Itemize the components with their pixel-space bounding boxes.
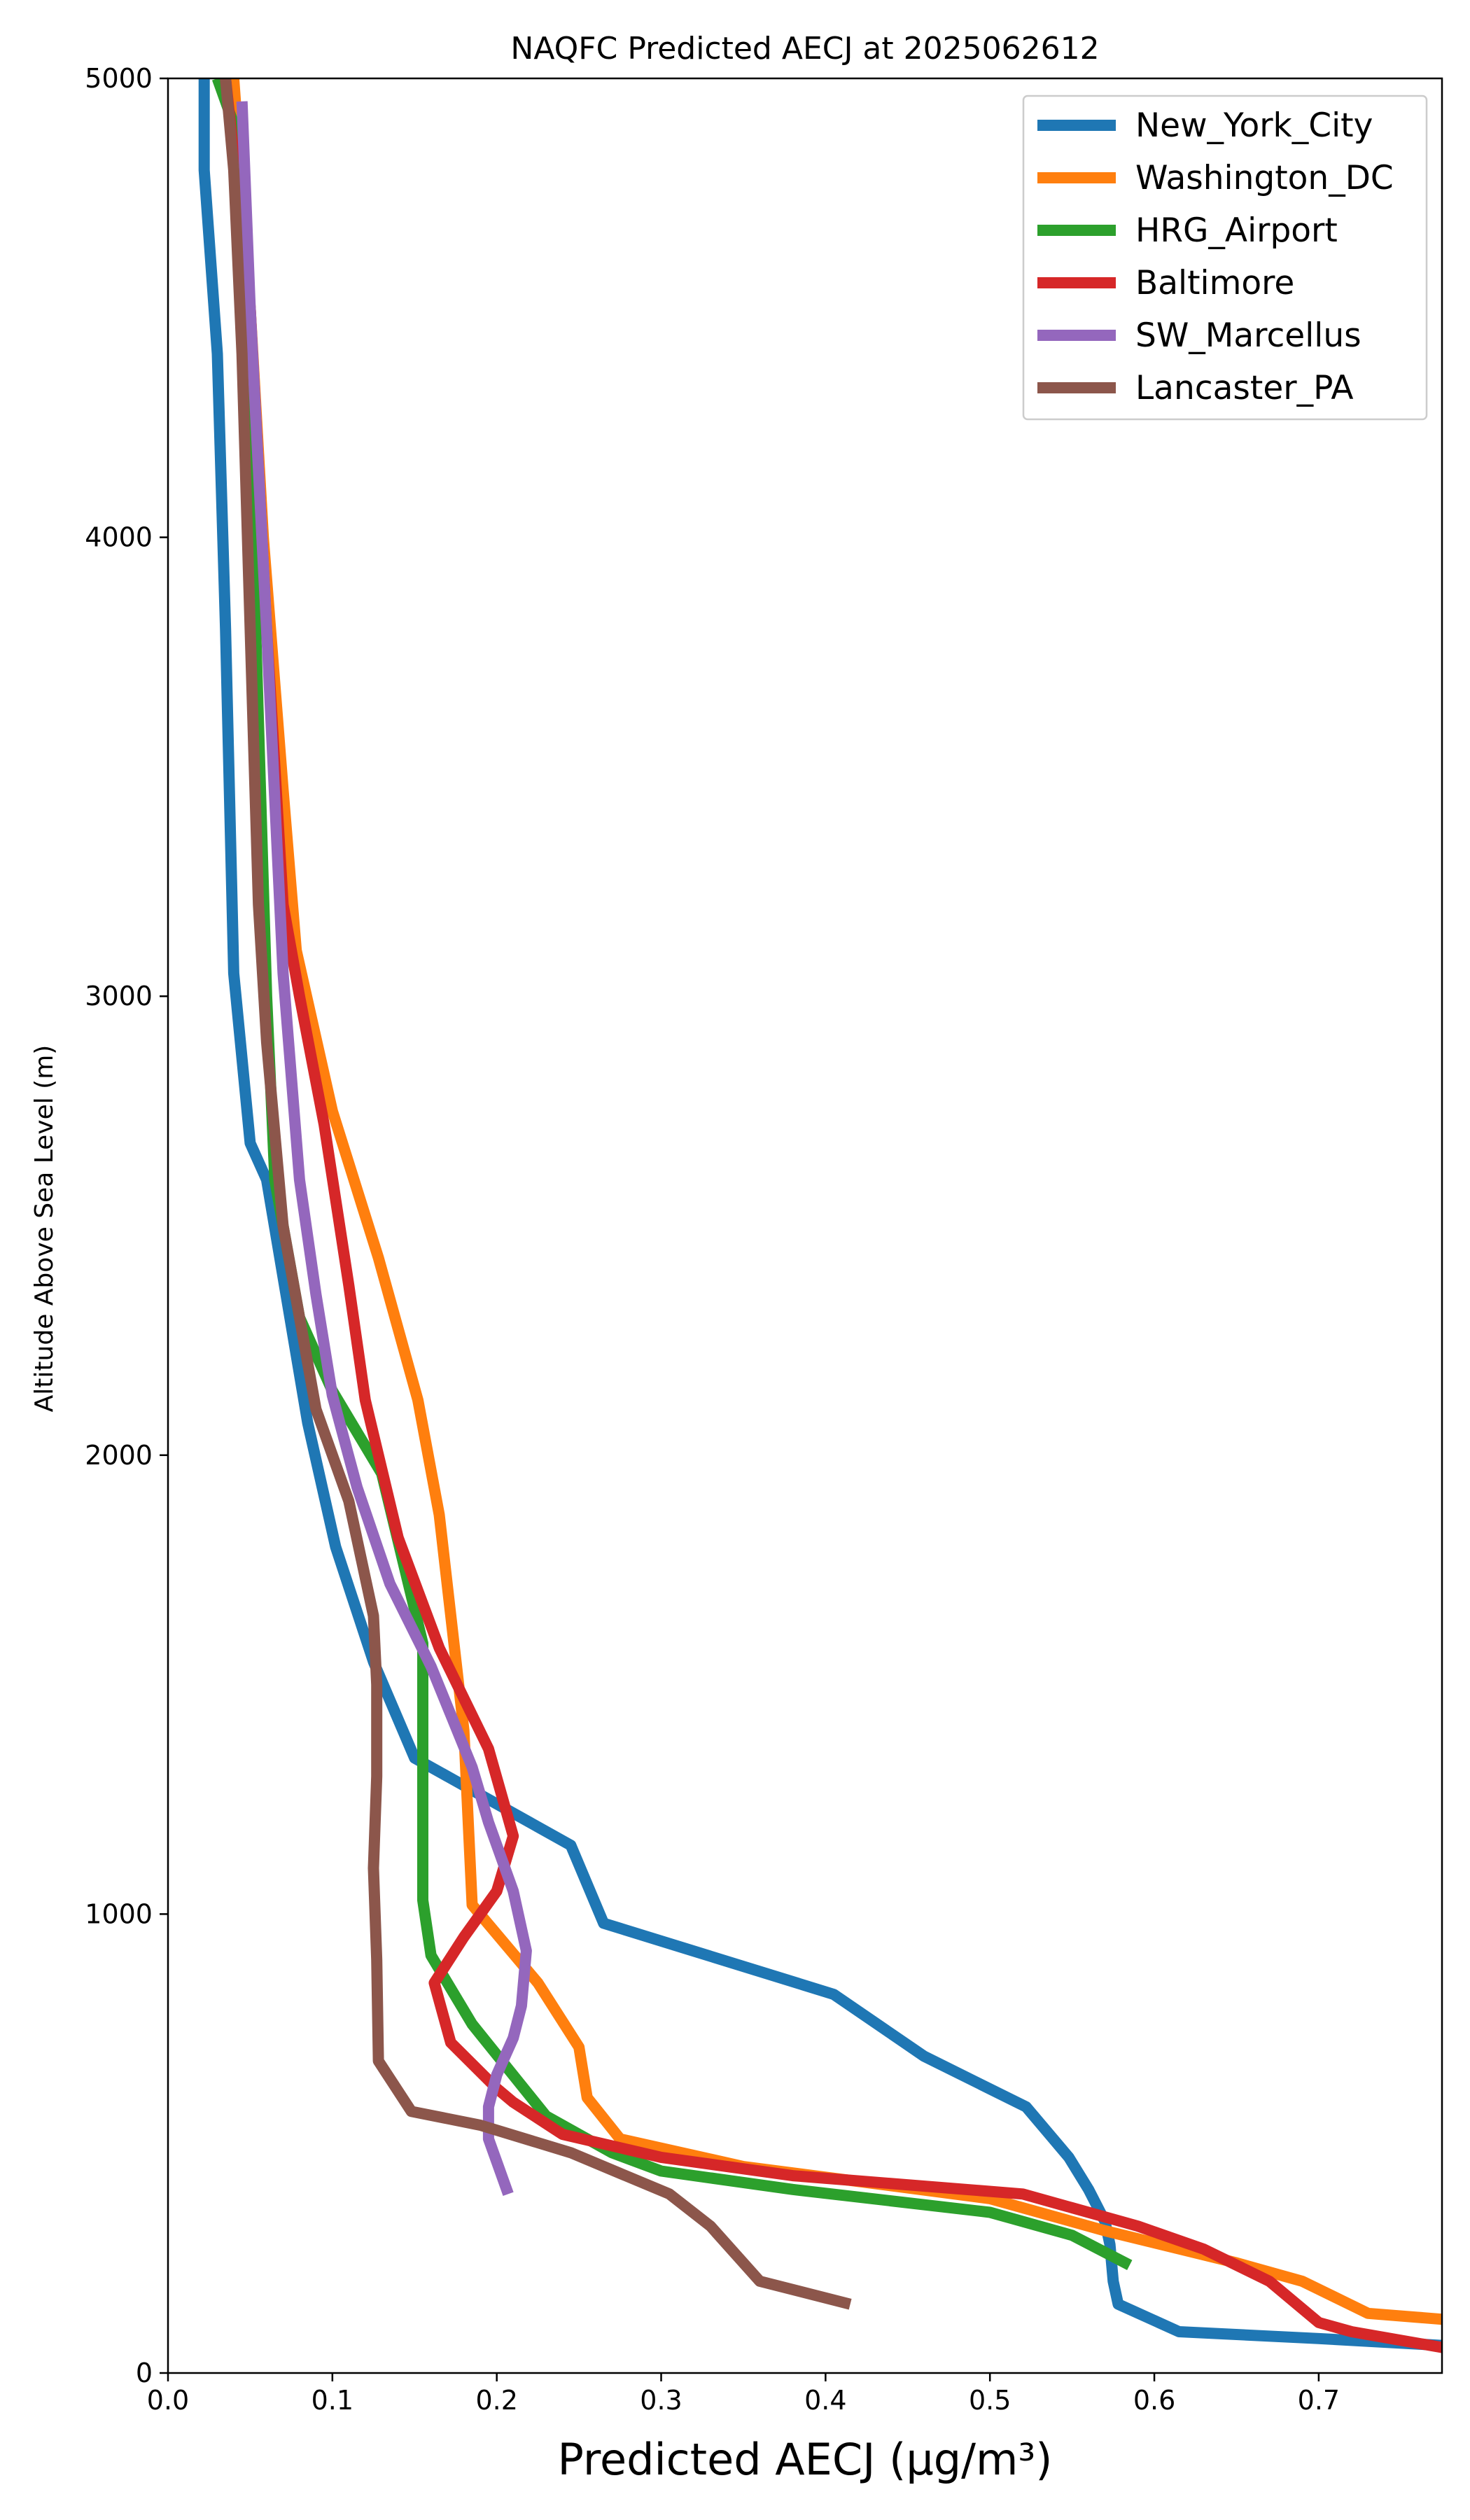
legend-label: Lancaster_PA (1135, 369, 1354, 407)
x-axis-label: Predicted AECJ (μg/m³) (558, 2434, 1053, 2485)
y-tick-label: 3000 (85, 981, 153, 1011)
x-tick-label: 0.2 (475, 2385, 517, 2416)
legend: New_York_City Washington_DC HRG_Airport Bal… (1022, 94, 1428, 421)
x-tick-label: 0.3 (640, 2385, 682, 2416)
plot-frame (167, 77, 1443, 2374)
legend-label: Washington_DC (1135, 159, 1394, 197)
x-axis-ticks: 0.0 0.1 0.2 0.3 0.4 0.5 0.6 0.7 (147, 2373, 1340, 2416)
series-line-lancaster-pa (220, 78, 852, 2310)
y-tick-label: 1000 (85, 1898, 153, 1929)
x-tick-label: 0.7 (1298, 2385, 1340, 2416)
legend-box (1022, 94, 1428, 421)
series-line-new-york-city (198, 78, 1442, 2351)
legend-label: Baltimore (1135, 264, 1294, 302)
x-tick-label: 0.1 (312, 2385, 354, 2416)
y-tick-label: 2000 (85, 1440, 153, 1471)
x-tick-label: 0.4 (804, 2385, 846, 2416)
series-line-baltimore (220, 78, 1442, 2353)
y-axis-label: Altitude Above Sea Level (m) (30, 1045, 59, 1413)
x-tick-label: 0.6 (1133, 2385, 1175, 2416)
y-axis-ticks: 0 1000 2000 3000 4000 5000 (85, 63, 168, 2388)
series-layer (198, 78, 1442, 2353)
y-tick-label: 4000 (85, 522, 153, 553)
x-tick-label: 0.5 (969, 2385, 1011, 2416)
legend-label: SW_Marcellus (1135, 316, 1362, 355)
legend-label: New_York_City (1135, 106, 1373, 145)
chart-title: NAQFC Predicted AECJ at 2025062612 (510, 31, 1099, 66)
y-tick-label: 0 (136, 2358, 153, 2388)
series-line-washington-dc (227, 78, 1442, 2325)
series-line-sw-marcellus (236, 101, 532, 2196)
x-tick-label: 0.0 (147, 2385, 189, 2416)
legend-label: HRG_Airport (1135, 211, 1338, 250)
y-tick-label: 5000 (85, 63, 153, 94)
